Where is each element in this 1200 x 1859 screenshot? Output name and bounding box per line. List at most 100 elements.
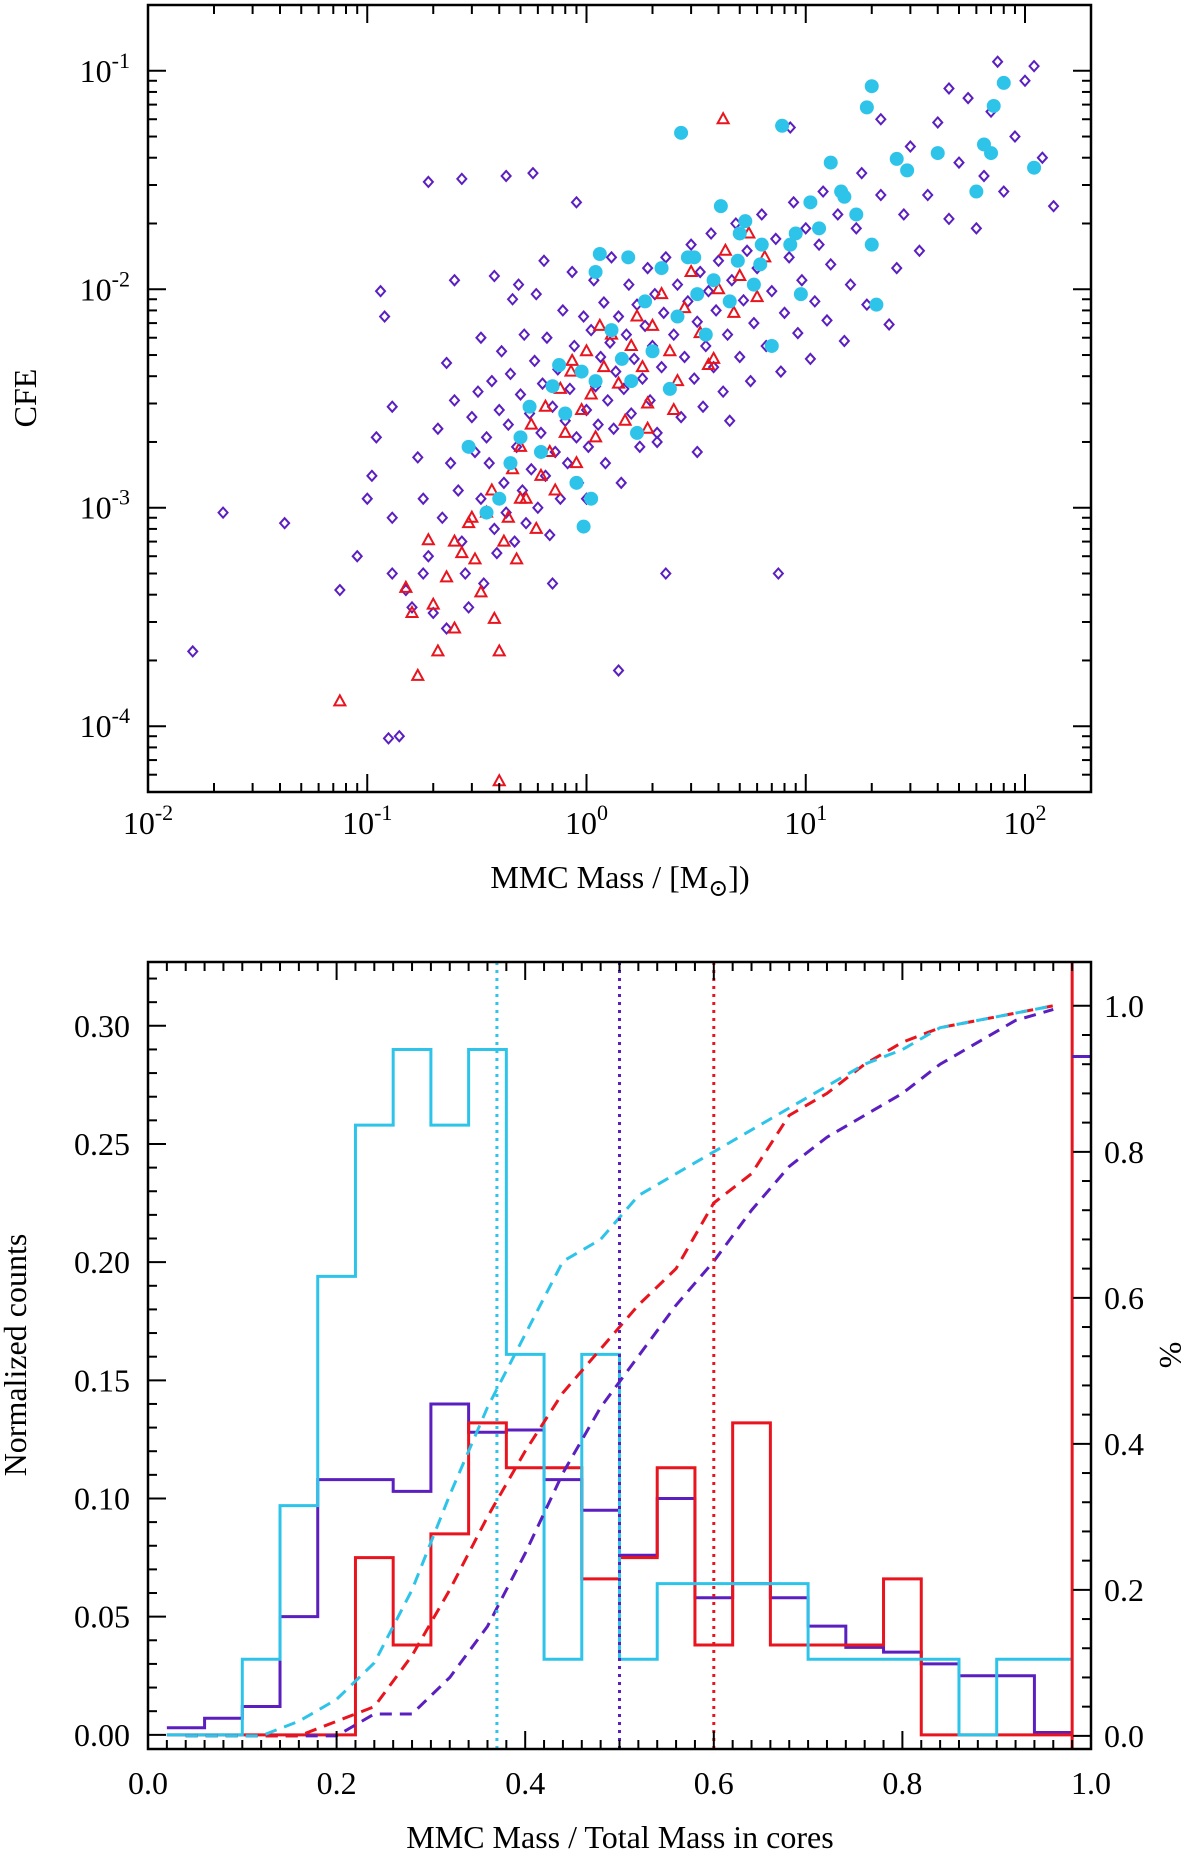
purple-diamonds-point bbox=[411, 450, 424, 464]
purple-diamonds-point bbox=[500, 169, 512, 183]
histogram-y-tick-label: 0.20 bbox=[74, 1244, 130, 1280]
tick-base: 10 bbox=[565, 805, 597, 841]
red-triangles-point bbox=[513, 490, 528, 504]
purple-diamonds-point bbox=[874, 188, 887, 202]
cyan-circles-point bbox=[706, 273, 721, 288]
purple-diamonds-point bbox=[874, 112, 887, 126]
purple-diamonds-point bbox=[566, 265, 578, 279]
red-triangles-point bbox=[548, 482, 563, 496]
red-triangles-point bbox=[617, 412, 633, 426]
purple-diamonds-point bbox=[386, 567, 399, 581]
red-triangles-point bbox=[487, 610, 502, 624]
purple-cumulative-line bbox=[185, 1008, 1054, 1738]
red-triangles-point bbox=[563, 363, 579, 377]
purple-diamonds-point bbox=[688, 372, 701, 386]
purple-diamonds-point bbox=[921, 188, 934, 202]
cyan-circles-point bbox=[823, 155, 838, 170]
cyan-circles-point bbox=[864, 79, 879, 94]
purple-diamonds-point bbox=[897, 207, 910, 221]
cyan-circles-point bbox=[713, 199, 728, 214]
histogram-x-tick-label: 0.6 bbox=[694, 1765, 734, 1801]
purple-diamonds-point bbox=[598, 295, 610, 309]
purple-diamonds-point bbox=[970, 221, 983, 235]
cyan-circles-point bbox=[584, 491, 599, 506]
purple-diamonds-point bbox=[991, 55, 1004, 69]
purple-diamonds-point bbox=[702, 284, 715, 298]
red-triangles-point bbox=[421, 532, 436, 546]
cyan-circles-point bbox=[849, 207, 864, 222]
purple-diamonds-point bbox=[675, 410, 687, 424]
purple-diamonds-point bbox=[625, 407, 638, 420]
scatter-x-axis-label-suffix: ]) bbox=[728, 859, 749, 895]
cyan-circles-point bbox=[900, 163, 915, 178]
purple-diamonds-point bbox=[804, 352, 817, 366]
cyan-circles-point bbox=[621, 250, 636, 265]
purple-diamonds-point bbox=[962, 91, 974, 105]
tick-exponent: -4 bbox=[112, 703, 130, 728]
purple-diamonds-point bbox=[615, 476, 628, 490]
histogram-right-tick-label: 0.4 bbox=[1104, 1426, 1144, 1462]
purple-diamonds-point bbox=[485, 374, 498, 388]
histogram-x-tick-label: 0.2 bbox=[317, 1765, 357, 1801]
purple-diamonds-point bbox=[568, 339, 581, 353]
purple-diamonds-point bbox=[778, 306, 791, 320]
purple-diamonds-point bbox=[604, 336, 616, 350]
purple-diamonds-point bbox=[628, 352, 641, 366]
cyan-circles-point bbox=[738, 214, 753, 229]
purple-diamonds-point bbox=[697, 400, 709, 414]
histogram-y-tick-label: 0.30 bbox=[74, 1008, 130, 1044]
red-triangles-point bbox=[654, 286, 669, 300]
histogram-right-tick-label: 0.2 bbox=[1104, 1572, 1144, 1608]
cyan-circles-point bbox=[604, 323, 619, 338]
purple-diamonds-point bbox=[518, 328, 531, 342]
purple-diamonds-point bbox=[406, 600, 418, 614]
scatter-y-tick-label: 10-2 bbox=[80, 266, 130, 307]
purple-diamonds-point bbox=[448, 273, 461, 287]
red-triangles-point bbox=[662, 343, 678, 357]
cyan-circles-point bbox=[662, 381, 677, 396]
tick-exponent: 1 bbox=[816, 800, 827, 825]
purple-diamonds-point bbox=[448, 393, 461, 407]
purple-diamonds-point bbox=[694, 265, 707, 279]
red-triangles-point bbox=[592, 317, 607, 331]
red-triangles-point bbox=[670, 372, 685, 387]
cyan-circles-point bbox=[638, 294, 653, 309]
purple-diamonds-point bbox=[799, 221, 812, 235]
tick-base: 10 bbox=[80, 53, 112, 89]
purple-diamonds-point bbox=[422, 549, 435, 563]
scatter-x-tick-label: 100 bbox=[565, 800, 608, 841]
purple-diamonds-point bbox=[498, 476, 510, 490]
purple-diamonds-point bbox=[440, 356, 453, 370]
purple-diamonds-point bbox=[1036, 151, 1049, 165]
purple-diamonds-point bbox=[488, 522, 501, 536]
scatter-y-ticklabels: 10-410-310-210-1 bbox=[80, 48, 130, 744]
histogram-x-axis-label: MMC Mass / Total Mass in cores bbox=[406, 1819, 833, 1855]
purple-diamonds-point bbox=[601, 393, 614, 407]
cyan-circles-point bbox=[864, 237, 879, 252]
histogram-y-axis-label: Normalized counts bbox=[0, 1234, 33, 1477]
scatter-y-axis-label: CFE bbox=[7, 369, 43, 428]
red-triangles-point bbox=[558, 424, 573, 438]
red-triangles-point bbox=[467, 551, 483, 565]
purple-diamonds-point bbox=[366, 469, 378, 483]
purple-diamonds-point bbox=[527, 166, 539, 180]
purple-diamonds-point bbox=[705, 226, 717, 240]
cyan-circles-point bbox=[569, 475, 584, 490]
red-triangles-point bbox=[533, 467, 549, 481]
red-triangles-point bbox=[501, 509, 516, 523]
red-triangles-point bbox=[524, 416, 539, 430]
histogram-right-tick-label: 0.0 bbox=[1104, 1718, 1144, 1754]
scatter-points bbox=[186, 55, 1060, 787]
purple-diamonds-point bbox=[844, 278, 857, 292]
red-triangles-point bbox=[640, 420, 655, 434]
purple-diamonds-point bbox=[546, 400, 559, 414]
purple-diamonds-point bbox=[554, 492, 567, 506]
cyan-circles-point bbox=[513, 430, 528, 445]
red-triangles-point bbox=[579, 343, 594, 357]
purple-diamonds-point bbox=[436, 511, 449, 525]
cyan-circles-point bbox=[690, 287, 705, 302]
purple-diamonds-point bbox=[667, 328, 680, 342]
histogram-x-tick-label: 1.0 bbox=[1071, 1765, 1111, 1801]
tick-base: 10 bbox=[80, 490, 112, 526]
histogram-right-axis-label: % bbox=[1153, 1342, 1189, 1369]
